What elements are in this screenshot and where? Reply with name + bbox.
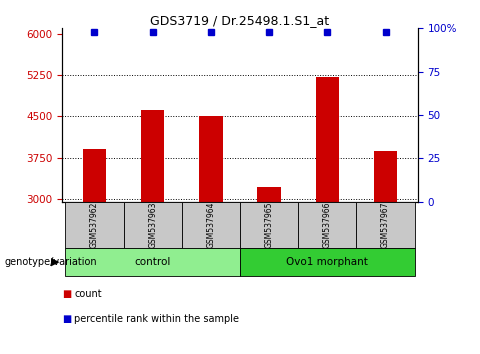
Text: GSM537967: GSM537967 — [381, 201, 390, 248]
Text: ■: ■ — [62, 314, 72, 324]
Text: count: count — [74, 289, 102, 299]
Bar — [141, 110, 164, 202]
Text: GSM537964: GSM537964 — [206, 201, 216, 248]
Bar — [374, 151, 397, 202]
Bar — [240, 202, 298, 248]
Bar — [65, 202, 123, 248]
Text: ■: ■ — [62, 289, 72, 299]
Text: GSM537966: GSM537966 — [323, 201, 332, 248]
Bar — [182, 202, 240, 248]
Bar — [65, 248, 240, 276]
Title: GDS3719 / Dr.25498.1.S1_at: GDS3719 / Dr.25498.1.S1_at — [150, 14, 330, 27]
Bar — [199, 116, 223, 202]
Text: GSM537962: GSM537962 — [90, 201, 99, 248]
Bar — [316, 77, 339, 202]
Text: genotype/variation: genotype/variation — [5, 257, 97, 267]
Bar — [298, 202, 357, 248]
Text: percentile rank within the sample: percentile rank within the sample — [74, 314, 240, 324]
Bar — [83, 149, 106, 202]
Text: GSM537963: GSM537963 — [148, 201, 157, 248]
Bar — [240, 248, 415, 276]
Text: ▶: ▶ — [51, 257, 60, 267]
Text: Ovo1 morphant: Ovo1 morphant — [287, 257, 368, 267]
Bar — [257, 188, 281, 202]
Text: GSM537965: GSM537965 — [264, 201, 274, 248]
Bar — [123, 202, 182, 248]
Bar — [357, 202, 415, 248]
Text: control: control — [134, 257, 171, 267]
